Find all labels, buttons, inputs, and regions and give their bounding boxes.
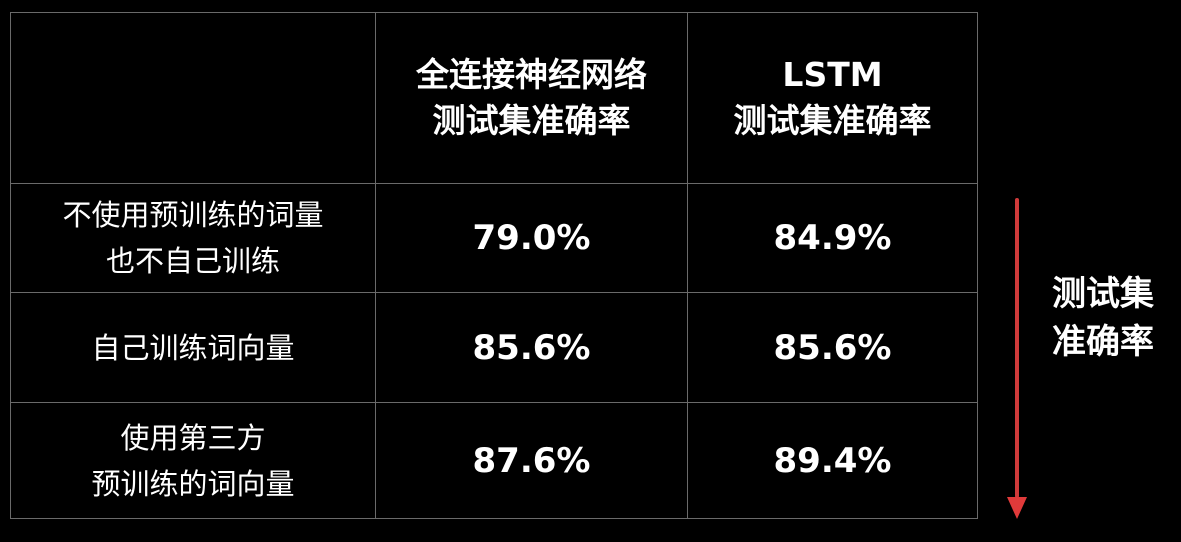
header-lstm-line-2: 测试集准确率 <box>733 101 932 140</box>
accuracy-comparison-table: 全连接神经网络 测试集准确率 LSTM 测试集准确率 不使用预训练的词量 也不自… <box>10 12 978 519</box>
row-label-line-1: 不使用预训练的词量 <box>62 198 324 232</box>
row-label-line-1: 使用第三方 <box>120 420 266 455</box>
value-fc-third-party: 87.6% <box>472 440 591 481</box>
down-arrow-shaft <box>1015 198 1019 498</box>
row-label-no-pretrain: 不使用预训练的词量 也不自己训练 <box>10 183 376 293</box>
row-label-line-1: 自己训练词向量 <box>91 330 295 365</box>
table-row: 使用第三方 预训练的词向量 87.6% 89.4% <box>10 402 978 519</box>
cell-lstm-value: 84.9% <box>687 183 978 293</box>
side-label-line-1: 测试集 <box>1052 274 1154 314</box>
cell-fc-value: 87.6% <box>375 402 688 519</box>
table-corner-cell <box>10 12 376 184</box>
row-label-self-trained: 自己训练词向量 <box>10 292 376 403</box>
cell-fc-value: 79.0% <box>375 183 688 293</box>
row-label-line-2: 预训练的词向量 <box>91 466 295 501</box>
header-lstm-line-1: LSTM <box>782 55 883 94</box>
increasing-accuracy-label: 测试集 准确率 <box>1052 270 1178 366</box>
row-label-third-party: 使用第三方 预训练的词向量 <box>10 402 376 519</box>
header-fc-line-2: 测试集准确率 <box>432 101 631 140</box>
side-label-line-2: 准确率 <box>1052 322 1154 362</box>
table-row: 不使用预训练的词量 也不自己训练 79.0% 84.9% <box>10 183 978 293</box>
header-fc-line-1: 全连接神经网络 <box>416 55 647 94</box>
cell-lstm-value: 89.4% <box>687 402 978 519</box>
cell-lstm-value: 85.6% <box>687 292 978 403</box>
table-row: 自己训练词向量 85.6% 85.6% <box>10 292 978 403</box>
value-lstm-no-pretrain: 84.9% <box>773 218 892 258</box>
header-fc-accuracy: 全连接神经网络 测试集准确率 <box>375 12 688 184</box>
value-fc-self-trained: 85.6% <box>472 327 591 368</box>
value-lstm-third-party: 89.4% <box>773 440 892 481</box>
value-lstm-self-trained: 85.6% <box>773 327 892 368</box>
down-arrow-icon <box>1007 497 1027 519</box>
value-fc-no-pretrain: 79.0% <box>472 218 591 258</box>
cell-fc-value: 85.6% <box>375 292 688 403</box>
table-header-row: 全连接神经网络 测试集准确率 LSTM 测试集准确率 <box>10 12 978 184</box>
row-label-line-2: 也不自己训练 <box>105 244 280 278</box>
cropped-top-text <box>1015 0 1181 10</box>
header-lstm-accuracy: LSTM 测试集准确率 <box>687 12 978 184</box>
